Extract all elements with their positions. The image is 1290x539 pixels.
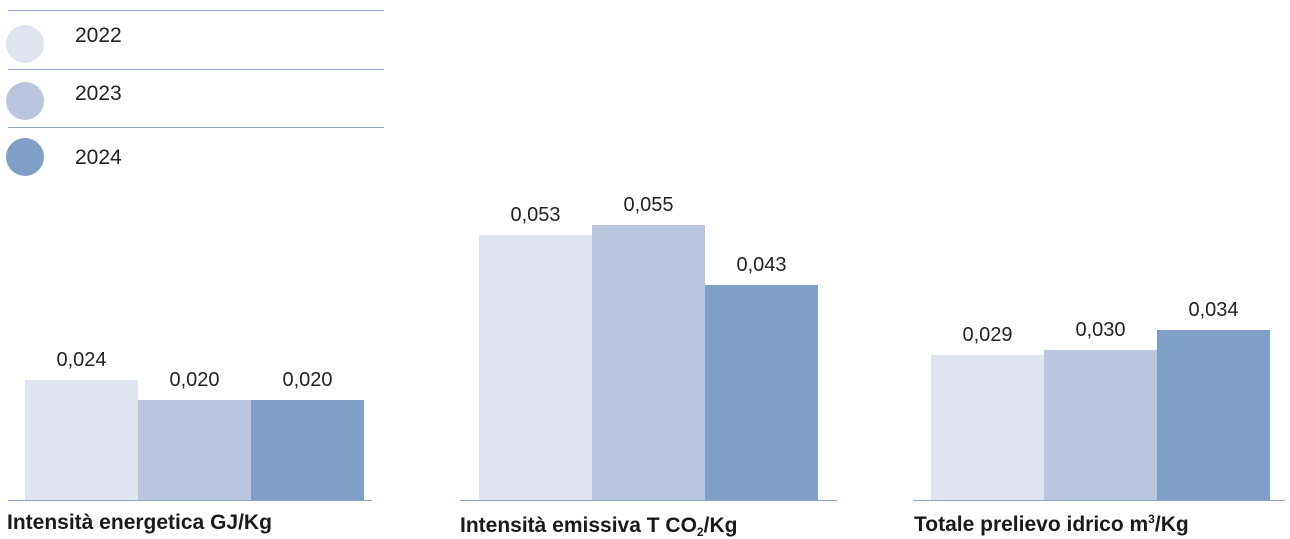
- value-label-water-2022: 0,029: [962, 324, 1012, 346]
- legend-item-2023: 2023: [0, 70, 384, 128]
- value-label-emissions-2024: 0,043: [736, 254, 786, 276]
- bar-water-2024: [1157, 330, 1270, 500]
- chart-title-water-sup: 3: [1148, 512, 1155, 526]
- chart-title-emissions-post: /Kg: [703, 514, 738, 537]
- bar-emissions-2022: [479, 235, 592, 500]
- bar-energy-2022: [25, 380, 138, 500]
- chart-title-emissions: Intensità emissiva T CO2/Kg: [460, 514, 737, 538]
- bar-energy-2024: [251, 400, 364, 500]
- bar-emissions-2024: [705, 285, 818, 500]
- value-label-emissions-2022: 0,053: [510, 204, 560, 226]
- chart-emissions: 0,053 0,055 0,043: [460, 194, 837, 501]
- chart-title-water-pre: Totale prelievo idrico m: [914, 513, 1149, 536]
- value-label-energy-2022: 0,024: [56, 349, 106, 371]
- value-label-water-2024: 0,034: [1188, 299, 1238, 321]
- legend-label-2023: 2023: [75, 82, 122, 105]
- chart-title-water: Totale prelievo idrico m3/Kg: [914, 513, 1189, 537]
- bar-emissions-2023: [592, 225, 705, 500]
- chart-title-emissions-sub: 2: [696, 525, 704, 539]
- chart-title-energy: Intensità energetica GJ/Kg: [7, 511, 272, 535]
- bar-energy-2023: [138, 400, 251, 500]
- legend-divider: [8, 10, 384, 11]
- legend-divider: [8, 127, 384, 128]
- chart-title-energy-text: Intensità energetica GJ/Kg: [7, 511, 272, 534]
- chart-title-water-post: /Kg: [1154, 513, 1189, 536]
- legend-swatch-2022: [6, 25, 44, 63]
- legend-item-2024: 2024: [0, 128, 384, 186]
- legend-label-2024: 2024: [75, 146, 122, 169]
- value-label-water-2023: 0,030: [1075, 319, 1125, 341]
- legend-swatch-2023: [6, 82, 44, 120]
- chart-title-emissions-pre: Intensità emissiva T CO: [460, 514, 697, 537]
- chart-energy: 0,024 0,020 0,020: [8, 349, 372, 501]
- value-label-energy-2024: 0,020: [282, 369, 332, 391]
- value-label-emissions-2023: 0,055: [623, 194, 673, 216]
- legend-divider: [8, 69, 384, 70]
- legend-swatch-2024: [6, 138, 44, 176]
- bar-water-2023: [1044, 350, 1157, 500]
- value-label-energy-2023: 0,020: [169, 369, 219, 391]
- legend-item-2022: 2022: [0, 11, 384, 69]
- chart-water: 0,029 0,030 0,034: [913, 299, 1285, 501]
- legend-label-2022: 2022: [75, 24, 122, 47]
- bar-water-2022: [931, 355, 1044, 500]
